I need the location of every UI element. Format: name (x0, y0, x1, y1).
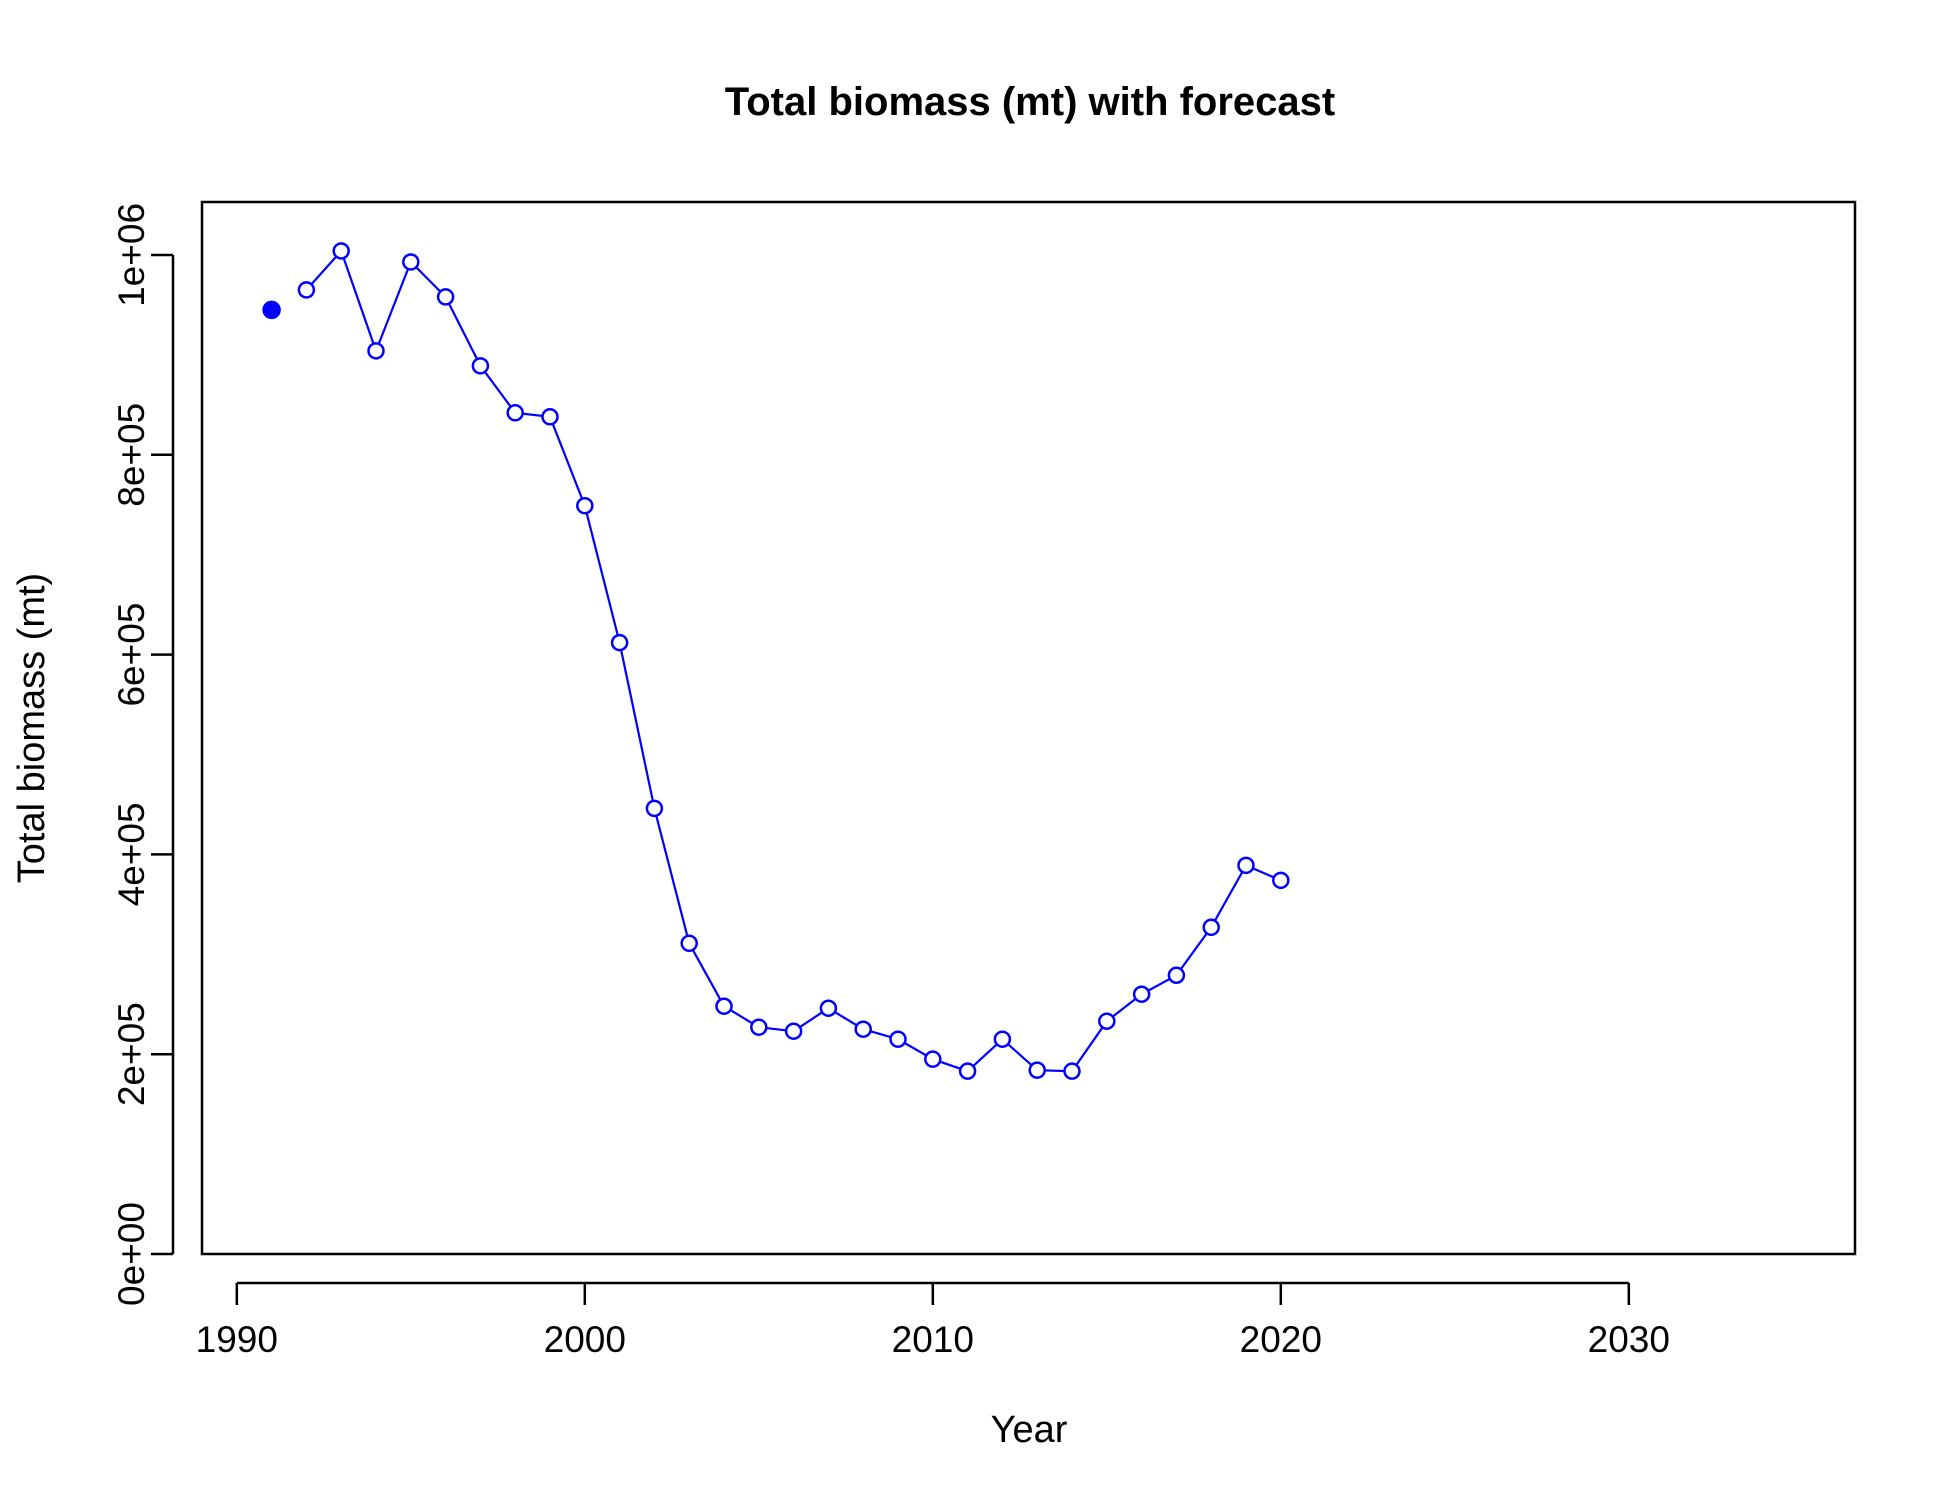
data-point (819, 999, 838, 1017)
x-tick-label: 2010 (892, 1319, 974, 1360)
data-point (784, 1022, 803, 1040)
data-point (1167, 966, 1186, 985)
data-point (1098, 1012, 1116, 1030)
data-point (924, 1050, 942, 1068)
x-tick-label: 2000 (544, 1319, 626, 1360)
x-axis-label: Year (991, 1409, 1068, 1451)
series-line (305, 248, 1282, 1073)
initial-point (262, 300, 281, 320)
data-point (610, 633, 629, 652)
data-point (367, 342, 385, 360)
y-tick-label: 1e+06 (111, 203, 152, 307)
data-point (332, 242, 350, 260)
data-point (1272, 871, 1290, 890)
y-tick-label: 0e+00 (111, 1202, 152, 1306)
data-point (1237, 856, 1255, 875)
data-point (402, 253, 420, 271)
data-point (576, 496, 594, 515)
y-tick-label: 6e+05 (111, 603, 152, 707)
data-point (715, 997, 733, 1015)
data-point (1028, 1061, 1046, 1079)
data-point (471, 357, 490, 375)
data-point (889, 1030, 907, 1048)
data-point (680, 934, 698, 953)
data-point (750, 1018, 768, 1036)
y-tick-label: 4e+05 (111, 802, 152, 906)
data-point (1132, 985, 1151, 1003)
plot-area (262, 242, 1290, 1080)
axes: 1990 2000 2010 2020 2030 0e+00 2e+05 4e+05 6e+05… (111, 203, 1670, 1360)
data-point (297, 281, 316, 299)
data-point (854, 1020, 872, 1038)
y-tick-label: 8e+05 (111, 403, 152, 507)
data-point (1063, 1062, 1081, 1080)
data-point (1202, 918, 1220, 937)
plot-frame (200, 200, 1857, 1256)
data-point (645, 799, 664, 818)
data-point (993, 1030, 1012, 1048)
data-point (958, 1062, 977, 1080)
data-point (506, 404, 524, 422)
x-tick-label: 2030 (1588, 1319, 1670, 1360)
data-point (436, 288, 455, 306)
x-tick-label: 2020 (1240, 1319, 1322, 1360)
chart-title: Total biomass (mt) with forecast (725, 80, 1335, 124)
data-point (541, 408, 559, 426)
y-tick-label: 2e+05 (111, 1002, 152, 1106)
y-axis-label: Total biomass (mt) (11, 573, 53, 883)
x-tick-label: 1990 (196, 1319, 278, 1360)
